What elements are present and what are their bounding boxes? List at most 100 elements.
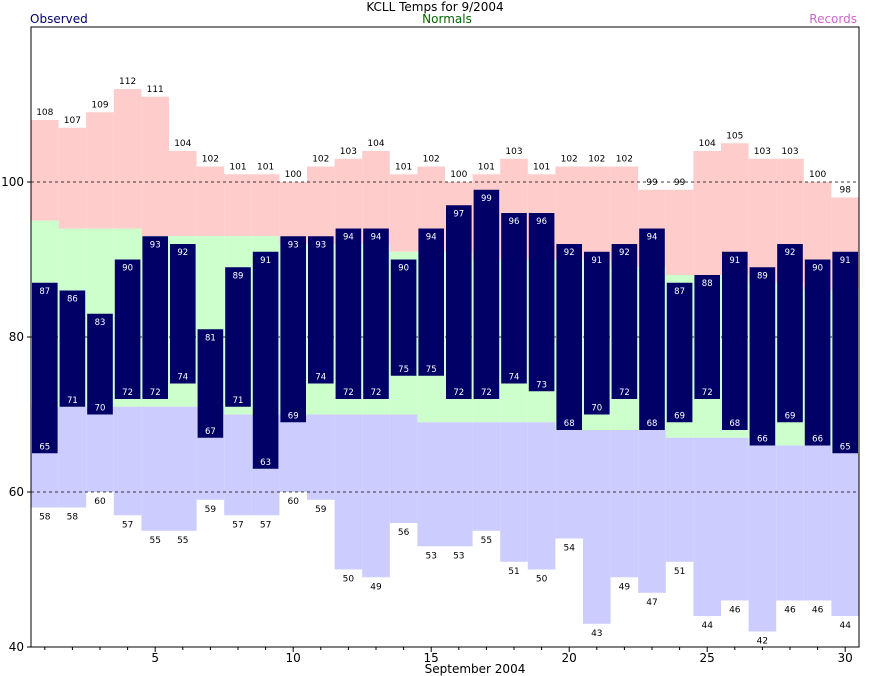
record-low-label: 58 bbox=[39, 513, 51, 523]
observed-bar bbox=[528, 213, 555, 392]
x-axis-label: September 2004 bbox=[425, 662, 526, 676]
record-high-band bbox=[196, 166, 225, 237]
record-low-band bbox=[831, 453, 859, 616]
record-low-label: 50 bbox=[536, 575, 548, 585]
observed-bar bbox=[556, 244, 582, 430]
y-tick-label: 80 bbox=[9, 330, 24, 344]
observed-high-label: 81 bbox=[205, 333, 216, 343]
record-high-label: 104 bbox=[174, 139, 191, 149]
observed-bar bbox=[170, 244, 196, 384]
record-low-band bbox=[638, 430, 666, 593]
observed-bar bbox=[280, 236, 306, 423]
observed-low-label: 65 bbox=[39, 442, 50, 452]
record-low-band bbox=[693, 437, 721, 616]
record-low-band bbox=[169, 406, 197, 531]
observed-bar bbox=[722, 251, 748, 430]
observed-low-label: 72 bbox=[371, 388, 382, 398]
observed-low-label: 74 bbox=[177, 373, 188, 383]
record-low-band bbox=[58, 406, 87, 508]
record-high-band bbox=[224, 174, 252, 237]
record-high-label: 101 bbox=[229, 162, 246, 172]
record-low-band bbox=[86, 406, 114, 492]
record-high-band bbox=[748, 158, 777, 283]
observed-low-label: 75 bbox=[398, 365, 409, 375]
record-high-band bbox=[389, 174, 418, 252]
record-low-label: 55 bbox=[481, 536, 492, 546]
observed-high-label: 92 bbox=[785, 248, 796, 258]
record-high-label: 103 bbox=[505, 147, 522, 157]
record-low-band bbox=[803, 445, 832, 601]
record-low-label: 59 bbox=[315, 505, 327, 515]
record-low-label: 55 bbox=[177, 536, 188, 546]
x-tick-label: 20 bbox=[562, 651, 577, 665]
record-low-label: 49 bbox=[619, 582, 631, 592]
observed-bar bbox=[473, 189, 500, 399]
observed-high-label: 99 bbox=[481, 194, 492, 204]
record-low-label: 46 bbox=[729, 606, 741, 616]
observed-low-label: 72 bbox=[150, 388, 161, 398]
observed-high-label: 91 bbox=[260, 256, 271, 266]
record-low-band bbox=[113, 406, 142, 516]
observed-bar bbox=[197, 329, 224, 438]
record-high-label: 100 bbox=[450, 170, 467, 180]
record-low-band bbox=[721, 437, 749, 601]
record-low-band bbox=[279, 414, 307, 492]
record-high-band bbox=[279, 182, 307, 244]
observed-bar bbox=[804, 259, 831, 446]
record-low-label: 43 bbox=[591, 629, 602, 639]
observed-low-label: 72 bbox=[453, 388, 464, 398]
observed-high-label: 93 bbox=[288, 240, 299, 250]
observed-low-label: 72 bbox=[481, 388, 492, 398]
record-high-band bbox=[583, 166, 611, 260]
record-high-label: 101 bbox=[257, 162, 274, 172]
y-tick-label: 40 bbox=[9, 640, 24, 654]
observed-bar bbox=[666, 282, 693, 423]
observed-high-label: 94 bbox=[343, 233, 354, 243]
observed-low-label: 74 bbox=[509, 373, 520, 383]
observed-bar bbox=[252, 251, 279, 469]
observed-low-label: 70 bbox=[591, 404, 602, 414]
observed-low-label: 63 bbox=[260, 458, 271, 468]
record-low-label: 57 bbox=[232, 520, 243, 530]
record-low-label: 60 bbox=[94, 497, 106, 507]
observed-high-label: 97 bbox=[453, 209, 464, 219]
observed-low-label: 68 bbox=[729, 419, 740, 429]
record-high-band bbox=[665, 189, 694, 275]
observed-low-label: 73 bbox=[536, 380, 547, 390]
observed-bar bbox=[777, 244, 803, 423]
observed-high-label: 87 bbox=[39, 287, 50, 297]
observed-high-label: 89 bbox=[233, 271, 244, 281]
record-low-band bbox=[583, 430, 611, 624]
record-high-band bbox=[693, 151, 721, 275]
observed-low-label: 70 bbox=[95, 404, 106, 414]
record-high-label: 100 bbox=[285, 170, 302, 180]
observed-high-label: 88 bbox=[702, 279, 713, 289]
record-high-label: 112 bbox=[119, 77, 136, 87]
record-low-label: 47 bbox=[646, 598, 657, 608]
observed-bar bbox=[418, 228, 444, 376]
record-low-label: 42 bbox=[757, 637, 768, 647]
observed-low-label: 71 bbox=[67, 396, 78, 406]
observed-bar bbox=[32, 282, 58, 454]
observed-bar bbox=[639, 228, 665, 430]
record-high-label: 103 bbox=[781, 147, 798, 157]
record-low-band bbox=[307, 414, 335, 500]
observed-high-label: 94 bbox=[426, 233, 437, 243]
observed-low-label: 75 bbox=[426, 365, 437, 375]
record-high-band bbox=[141, 96, 169, 237]
observed-high-label: 92 bbox=[177, 248, 188, 258]
record-high-label: 102 bbox=[423, 155, 440, 165]
observed-bar bbox=[335, 228, 362, 399]
x-tick-label: 10 bbox=[286, 651, 301, 665]
record-low-label: 46 bbox=[812, 606, 824, 616]
record-low-band bbox=[362, 414, 390, 578]
record-low-label: 55 bbox=[149, 536, 160, 546]
x-tick-label: 5 bbox=[151, 651, 159, 665]
observed-bar bbox=[87, 313, 113, 415]
observed-high-label: 92 bbox=[564, 248, 575, 258]
record-high-label: 102 bbox=[312, 155, 329, 165]
observed-low-label: 69 bbox=[674, 411, 685, 421]
observed-bar bbox=[59, 290, 86, 407]
record-low-band bbox=[417, 422, 445, 547]
x-tick-label: 25 bbox=[700, 651, 715, 665]
